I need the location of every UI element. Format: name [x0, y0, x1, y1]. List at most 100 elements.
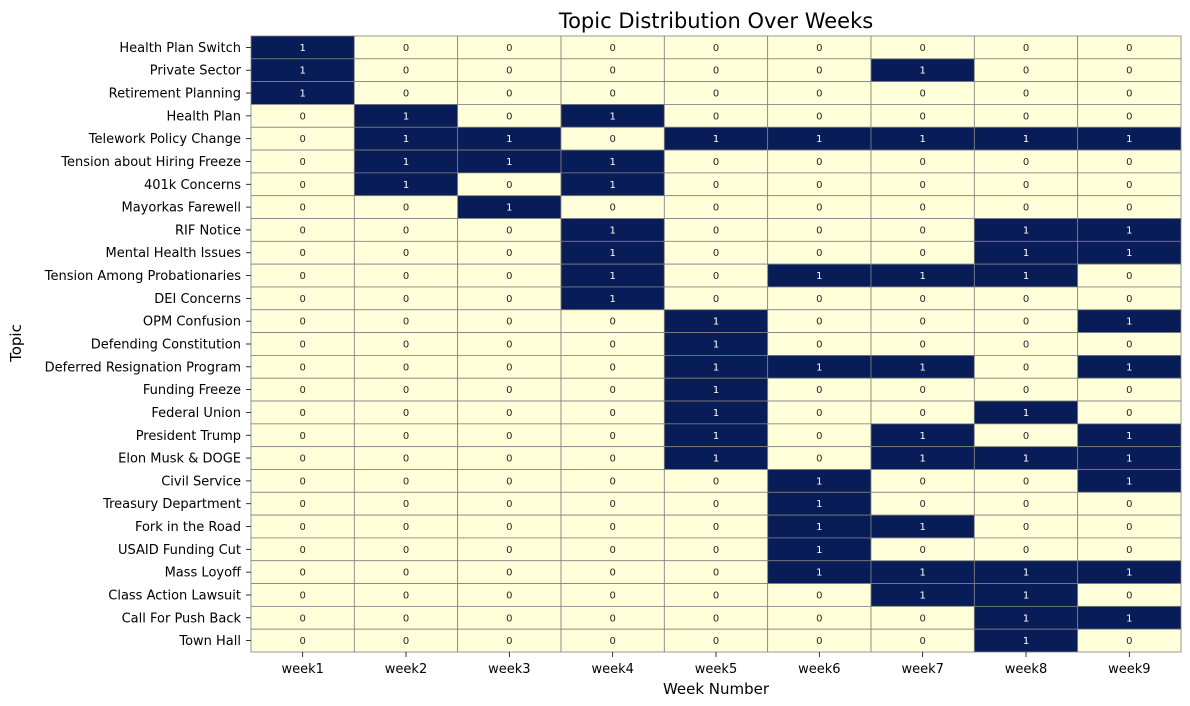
cell-value-label: 0 [506, 499, 512, 510]
cell-value-label: 0 [299, 157, 305, 168]
cell-value-label: 0 [403, 522, 409, 533]
cell-value-label: 0 [1126, 294, 1132, 305]
cell-value-label: 0 [919, 613, 925, 624]
cell-value-label: 0 [506, 590, 512, 601]
cell-value-label: 0 [816, 203, 822, 214]
y-tick-label: Telework Policy Change [88, 132, 241, 147]
cell-value-label: 0 [816, 111, 822, 122]
cell-value-label: 0 [299, 568, 305, 579]
cell-value-label: 0 [506, 385, 512, 396]
cell-value-label: 0 [1023, 317, 1029, 328]
cell-value-label: 0 [299, 362, 305, 373]
cell-value-label: 1 [919, 362, 925, 373]
cell-value-label: 0 [1126, 545, 1132, 556]
cell-value-label: 1 [609, 248, 615, 259]
cell-value-label: 1 [816, 476, 822, 487]
cell-value-label: 0 [816, 294, 822, 305]
cell-value-label: 1 [1023, 248, 1029, 259]
y-tick-label: President Trump [136, 429, 241, 444]
cell-value-label: 0 [403, 613, 409, 624]
cell-value-label: 0 [403, 545, 409, 556]
cell-value-label: 0 [609, 89, 615, 100]
cell-value-label: 0 [919, 499, 925, 510]
cell-value-label: 0 [403, 590, 409, 601]
cell-value-label: 1 [713, 431, 719, 442]
cell-value-label: 0 [1023, 203, 1029, 214]
cell-value-label: 0 [919, 385, 925, 396]
cell-value-label: 1 [1126, 568, 1132, 579]
cell-value-label: 0 [919, 225, 925, 236]
y-tick-labels: Health Plan Switch Private Sector Retireme… [44, 41, 251, 649]
cell-value-label: 0 [403, 294, 409, 305]
cell-value-label: 0 [403, 43, 409, 54]
cell-value-label: 0 [299, 340, 305, 351]
cell-value-label: 1 [1023, 134, 1029, 145]
cell-value-label: 0 [816, 180, 822, 191]
cell-value-label: 0 [609, 613, 615, 624]
cell-value-label: 0 [816, 340, 822, 351]
cell-value-label: 1 [299, 66, 305, 77]
x-tick-label: week2 [385, 662, 427, 677]
cell-value-label: 0 [816, 385, 822, 396]
cell-value-label: 0 [1126, 111, 1132, 122]
y-tick-label: Fork in the Road [135, 520, 241, 535]
cell-value-label: 0 [506, 476, 512, 487]
cell-value-label: 1 [1023, 636, 1029, 647]
cell-value-label: 0 [713, 294, 719, 305]
cell-value-label: 0 [713, 568, 719, 579]
cell-value-label: 0 [1126, 340, 1132, 351]
cell-value-label: 0 [506, 522, 512, 533]
cell-value-label: 1 [919, 271, 925, 282]
cell-value-label: 0 [919, 43, 925, 54]
cell-value-label: 1 [609, 157, 615, 168]
cell-value-label: 1 [1126, 317, 1132, 328]
cell-value-label: 0 [816, 590, 822, 601]
cell-value-label: 0 [919, 476, 925, 487]
cell-value-label: 0 [816, 317, 822, 328]
cell-value-label: 1 [816, 522, 822, 533]
cell-value-label: 1 [506, 157, 512, 168]
cell-value-label: 1 [816, 271, 822, 282]
cell-value-label: 0 [609, 476, 615, 487]
y-tick-label: Treasury Department [102, 497, 241, 512]
cell-value-label: 1 [919, 134, 925, 145]
y-tick-label: Town Hall [178, 634, 241, 649]
cell-value-label: 1 [609, 180, 615, 191]
y-tick-label: Mass Loyoff [165, 566, 242, 581]
cell-value-label: 0 [713, 248, 719, 259]
cell-value-label: 0 [299, 111, 305, 122]
cell-value-label: 1 [403, 134, 409, 145]
cell-value-label: 0 [1126, 408, 1132, 419]
cell-value-label: 0 [609, 134, 615, 145]
cell-value-label: 0 [713, 89, 719, 100]
cell-value-label: 0 [816, 225, 822, 236]
cell-value-label: 1 [609, 111, 615, 122]
cell-value-label: 0 [919, 89, 925, 100]
cell-value-label: 0 [713, 43, 719, 54]
cell-value-label: 1 [1126, 431, 1132, 442]
y-tick-label: Deferred Resignation Program [45, 360, 241, 375]
x-tick-label: week6 [798, 662, 840, 677]
y-tick-label: Mayorkas Farewell [121, 201, 241, 216]
cell-value-label: 1 [1023, 408, 1029, 419]
y-tick-label: Health Plan Switch [119, 41, 241, 56]
x-tick-label: week8 [1005, 662, 1047, 677]
cell-value-label: 0 [919, 408, 925, 419]
cell-value-label: 0 [919, 636, 925, 647]
y-tick-label: Call For Push Back [122, 611, 242, 626]
cell-value-label: 0 [299, 454, 305, 465]
cell-value-label: 0 [506, 454, 512, 465]
cell-value-label: 0 [506, 431, 512, 442]
y-tick-label: Private Sector [150, 64, 242, 79]
cell-value-label: 0 [1023, 66, 1029, 77]
y-tick-label: Retirement Planning [109, 87, 241, 102]
cell-value-label: 0 [403, 271, 409, 282]
cell-value-label: 0 [1126, 66, 1132, 77]
cell-value-label: 1 [1023, 225, 1029, 236]
cell-value-label: 0 [299, 385, 305, 396]
x-tick-label: week1 [281, 662, 323, 677]
cell-value-label: 1 [506, 134, 512, 145]
x-tick-label: week4 [591, 662, 633, 677]
cell-value-label: 0 [1023, 499, 1029, 510]
cell-value-label: 0 [919, 157, 925, 168]
